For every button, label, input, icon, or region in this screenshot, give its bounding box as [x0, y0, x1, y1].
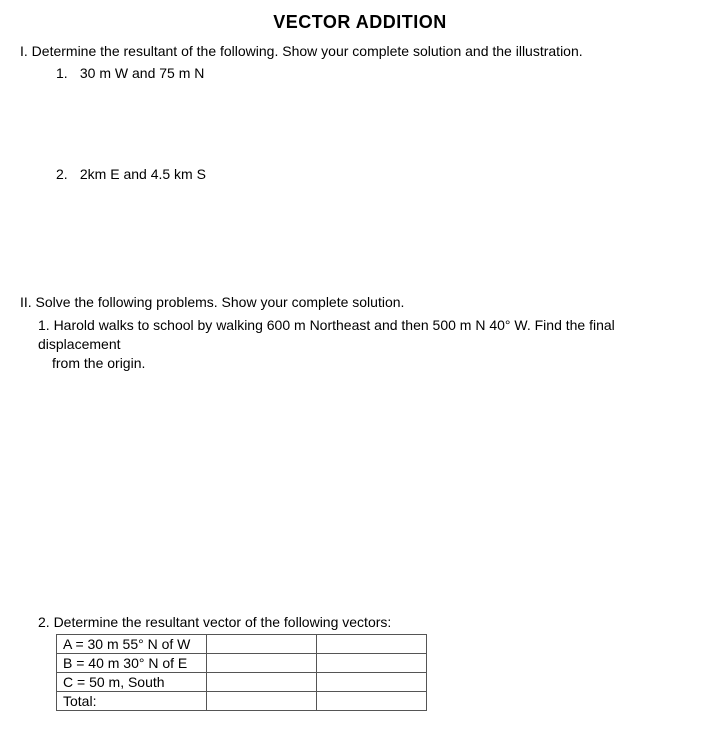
empty-cell	[317, 634, 427, 653]
s2-problem-1: 1. Harold walks to school by walking 600…	[38, 316, 700, 373]
section-1-instruction: I. Determine the resultant of the follow…	[20, 43, 700, 59]
s1-item-1: 1. 30 m W and 75 m N	[56, 65, 700, 81]
empty-cell	[207, 691, 317, 710]
s1-item-2-text: 2km E and 4.5 km S	[80, 166, 206, 182]
s1-item-1-text: 30 m W and 75 m N	[80, 65, 205, 81]
empty-cell	[317, 691, 427, 710]
s1-item-2-num: 2.	[56, 166, 76, 182]
vector-b-cell: B = 40 m 30° N of E	[57, 653, 207, 672]
table-row: Total:	[57, 691, 427, 710]
s1-item-2: 2. 2km E and 4.5 km S	[56, 166, 700, 182]
vector-a-cell: A = 30 m 55° N of W	[57, 634, 207, 653]
vector-table: A = 30 m 55° N of W B = 40 m 30° N of E …	[56, 634, 427, 711]
s2-p1-line2: from the origin.	[52, 354, 700, 373]
empty-cell	[317, 672, 427, 691]
table-row: B = 40 m 30° N of E	[57, 653, 427, 672]
empty-cell	[207, 634, 317, 653]
table-row: C = 50 m, South	[57, 672, 427, 691]
s1-item-1-num: 1.	[56, 65, 76, 81]
page-title: VECTOR ADDITION	[20, 12, 700, 33]
table-row: A = 30 m 55° N of W	[57, 634, 427, 653]
empty-cell	[317, 653, 427, 672]
vector-c-cell: C = 50 m, South	[57, 672, 207, 691]
workspace-gap	[20, 182, 700, 292]
total-cell: Total:	[57, 691, 207, 710]
s2-problem-2-intro: 2. Determine the resultant vector of the…	[38, 613, 700, 632]
worksheet-page: VECTOR ADDITION I. Determine the resulta…	[0, 0, 720, 735]
s2-p1-line1: 1. Harold walks to school by walking 600…	[38, 316, 700, 354]
section-2-instruction: II. Solve the following problems. Show y…	[20, 294, 700, 310]
workspace-gap	[20, 373, 700, 613]
workspace-gap	[20, 81, 700, 166]
empty-cell	[207, 672, 317, 691]
empty-cell	[207, 653, 317, 672]
